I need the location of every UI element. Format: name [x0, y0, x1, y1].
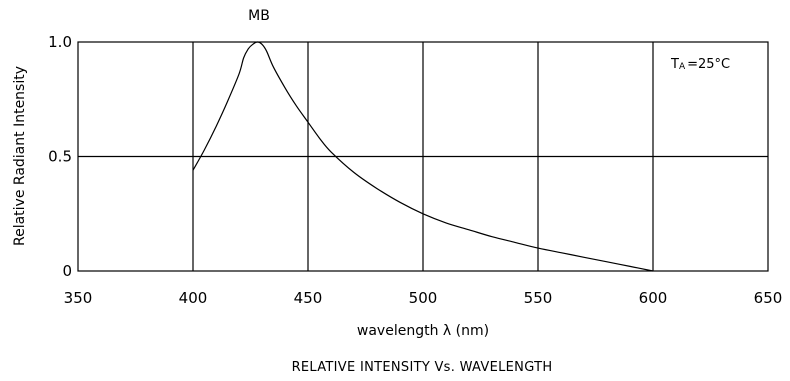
y-axis-label: Relative Radiant Intensity — [12, 66, 28, 246]
x-tick-label: 600 — [639, 289, 668, 307]
plot-frame — [77, 41, 769, 272]
y-tick-labels: 0 0.5 1.0 — [48, 33, 72, 280]
annotation-base: T — [670, 57, 679, 72]
x-tick-label: 550 — [524, 289, 553, 307]
x-tick-label: 350 — [64, 289, 93, 307]
x-tick-labels: 350 400 450 500 550 600 650 — [64, 289, 783, 307]
annotation-subscript: A — [679, 62, 686, 72]
chart-caption: RELATIVE INTENSITY Vs. WAVELENGTH — [292, 360, 553, 375]
x-tick-label: 400 — [179, 289, 208, 307]
annotation-rest: =25°C — [687, 57, 730, 72]
chart-title: MB — [248, 8, 270, 24]
temperature-annotation: TA =25°C — [670, 57, 730, 72]
y-tick-label: 1.0 — [48, 33, 72, 51]
intensity-curve — [192, 41, 654, 272]
x-tick-label: 450 — [294, 289, 323, 307]
x-tick-label: 500 — [409, 289, 438, 307]
x-axis-label: wavelength λ (nm) — [357, 323, 489, 339]
y-tick-label: 0 — [62, 262, 72, 280]
grid-lines — [78, 42, 768, 271]
x-tick-label: 650 — [754, 289, 783, 307]
y-tick-label: 0.5 — [48, 148, 72, 166]
